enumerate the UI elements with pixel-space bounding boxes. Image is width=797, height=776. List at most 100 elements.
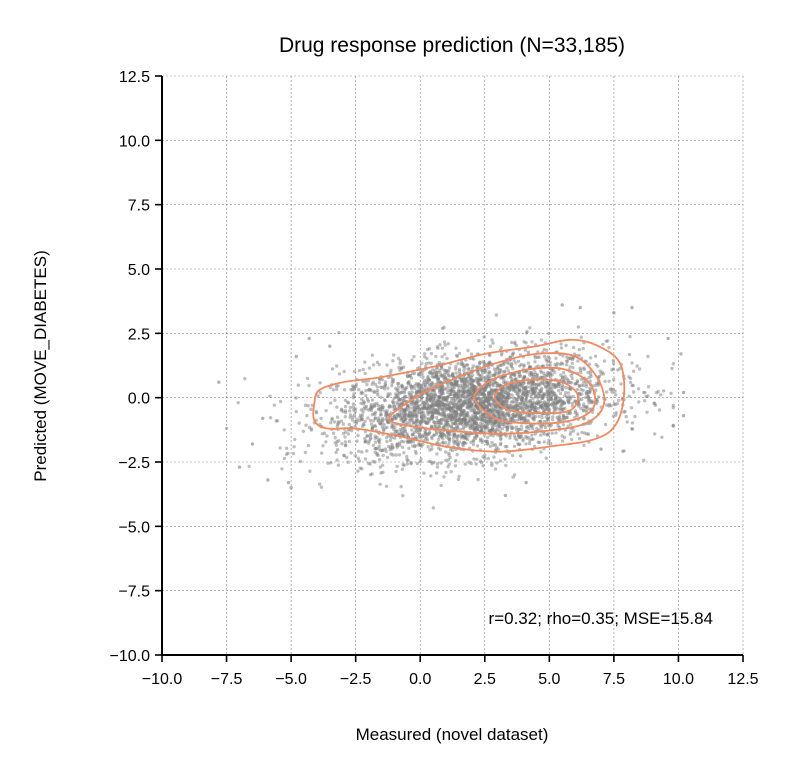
scatter-point [435,465,440,469]
scatter-point [442,418,446,422]
y-tick-label: 10.0 [119,133,150,150]
scatter-point [440,355,444,359]
scatter-point [390,384,394,388]
scatter-point [506,396,510,400]
scatter-point [419,397,423,401]
x-tick-label: 2.5 [474,671,496,688]
scatter-point [383,380,388,384]
scatter-point [371,363,376,367]
scatter-point [511,366,515,371]
y-tick-label: −2.5 [118,455,150,472]
scatter-point [433,424,437,429]
scatter-point [434,373,438,378]
scatter-point [453,440,457,444]
scatter-point [398,368,402,372]
scatter-point [386,444,391,449]
scatter-point [523,403,527,407]
x-tick-label: 12.5 [727,671,758,688]
scatter-point [329,461,333,465]
scatter-point [498,459,503,463]
scatter-point [491,341,495,345]
scatter-point [495,461,499,465]
scatter-point [395,429,399,433]
scatter-point [466,348,470,353]
scatter-point [354,384,358,389]
scatter-point [378,421,382,426]
scatter-point [370,413,374,417]
scatter-point [546,355,550,359]
scatter-point [382,423,386,427]
scatter-point [357,368,362,373]
scatter-point [622,449,626,453]
scatter-point [364,388,368,393]
scatter-point [296,383,300,387]
scatter-point [660,435,664,439]
scatter-point [329,401,333,405]
scatter-point [432,460,436,465]
scatter-point [339,419,344,423]
scatter-point [380,416,385,421]
scatter-point [456,477,461,482]
scatter-point [420,361,424,366]
scatter-point [247,464,251,469]
x-tick-label: 5.0 [538,671,560,688]
scatter-point [531,407,536,411]
scatter-point [419,383,423,387]
scatter-point [461,442,465,446]
scatter-point [356,469,360,473]
scatter-point [393,416,397,420]
scatter-point [371,443,376,447]
scatter-point [666,336,670,341]
scatter-point [530,416,534,420]
scatter-point [375,391,379,395]
scatter-point [445,356,449,361]
scatter-point [582,402,586,406]
scatter-point [453,398,458,402]
scatter-point [425,438,430,442]
scatter-point [549,397,553,401]
scatter-point [541,375,545,379]
scatter-point [363,419,367,423]
scatter-point [576,325,581,329]
scatter-point [429,361,433,365]
scatter-point [466,367,470,371]
scatter-point [449,381,454,386]
scatter-point [396,356,401,361]
scatter-point [433,368,437,373]
scatter-point [444,399,449,403]
scatter-point [392,436,397,440]
scatter-point [347,422,351,427]
scatter-point [642,458,646,462]
scatter-point [420,372,424,377]
scatter-point [544,405,548,409]
scatter-point [603,422,608,427]
scatter-point [615,402,620,406]
scatter-point [659,393,663,397]
scatter-point [379,395,383,399]
scatter-point [346,401,350,405]
scatter-point [573,399,577,403]
scatter-point [328,385,332,390]
scatter-point [412,405,416,409]
scatter-point [499,408,503,412]
x-tick-label: 7.5 [603,671,625,688]
scatter-point [575,387,580,392]
scatter-point [373,416,378,420]
scatter-point [586,370,590,375]
scatter-point [456,422,460,426]
scatter-point [441,407,445,412]
scatter-point [342,453,346,457]
scatter-point [547,392,551,397]
scatter-point [522,416,527,420]
scatter-point [576,432,580,436]
scatter-point [564,391,568,395]
scatter-point [448,433,452,437]
scatter-point [550,431,554,435]
scatter-point [401,411,406,416]
scatter-point [671,403,675,408]
scatter-point [548,363,552,367]
scatter-point [513,378,518,382]
scatter-point [453,432,457,437]
scatter-point [487,398,491,402]
scatter-point [396,385,401,389]
